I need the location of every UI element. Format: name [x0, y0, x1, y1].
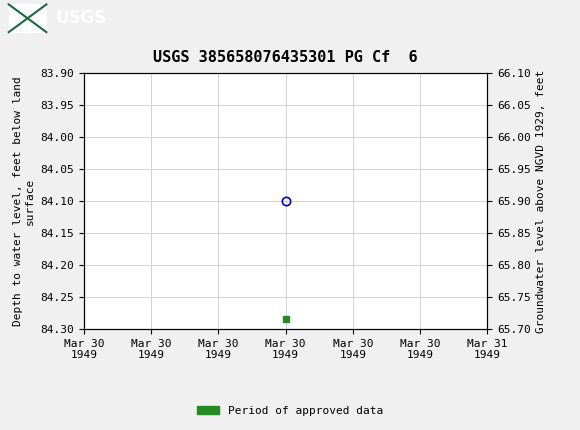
FancyBboxPatch shape	[9, 4, 46, 32]
Title: USGS 385658076435301 PG Cf  6: USGS 385658076435301 PG Cf 6	[153, 50, 418, 65]
Text: USGS: USGS	[55, 9, 106, 27]
Y-axis label: Depth to water level, feet below land
surface: Depth to water level, feet below land su…	[13, 76, 35, 326]
Y-axis label: Groundwater level above NGVD 1929, feet: Groundwater level above NGVD 1929, feet	[536, 69, 546, 333]
Legend: Period of approved data: Period of approved data	[193, 401, 387, 420]
